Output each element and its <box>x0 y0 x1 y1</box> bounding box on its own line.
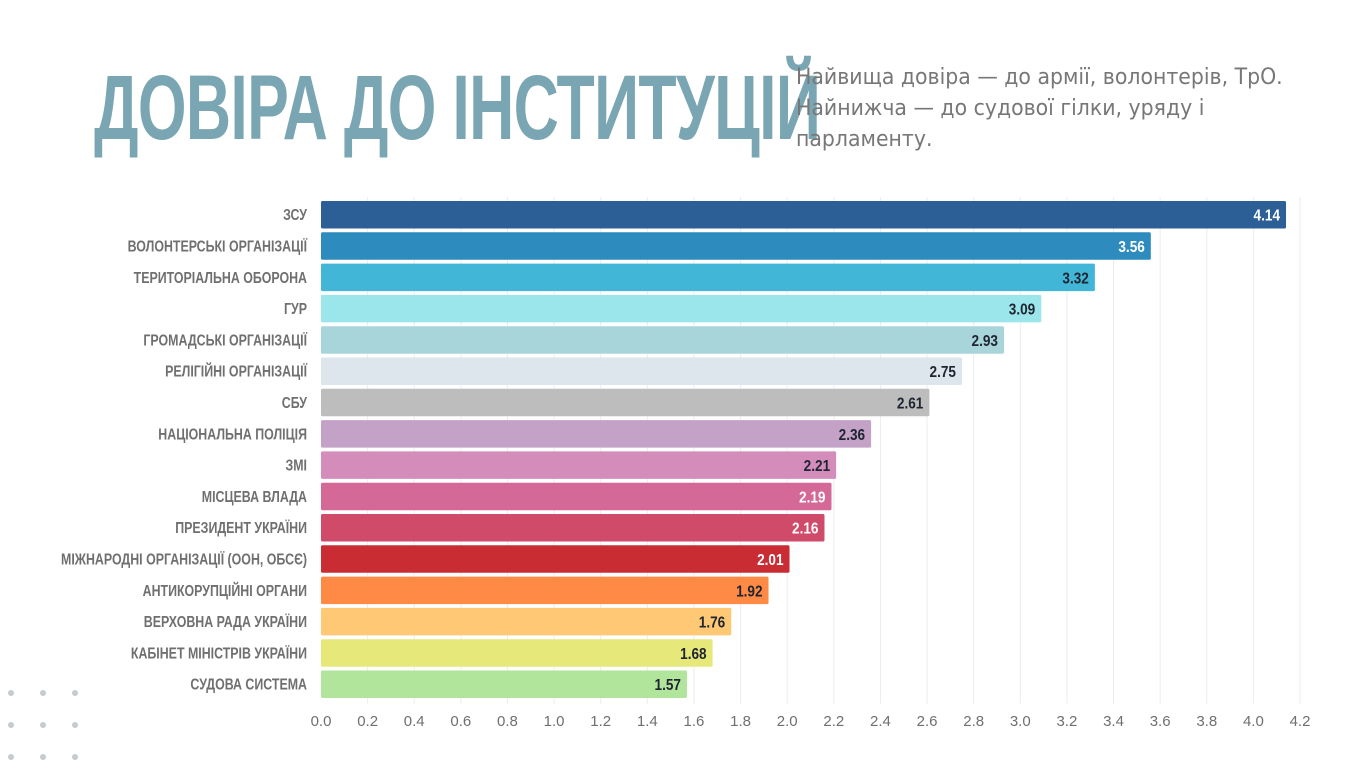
category-label: РЕЛІГІЙНІ ОРГАНІЗАЦІЇ <box>165 361 308 380</box>
x-tick-label: 1.8 <box>730 713 751 730</box>
subtitle-line: Найнижча — до судової гілки, уряду і <box>796 96 1205 121</box>
dot <box>40 690 46 696</box>
x-tick-label: 4.0 <box>1243 713 1264 730</box>
category-label: НАЦІОНАЛЬНА ПОЛІЦІЯ <box>158 425 307 443</box>
x-tick-label: 3.4 <box>1103 713 1124 730</box>
x-axis-ticks: 0.0 0.2 0.4 0.6 0.8 1.0 1.2 1.4 1.6 1.8 2.0 2.2 2.4 2… <box>311 713 1311 730</box>
bar <box>321 420 872 448</box>
x-tick-label: 1.4 <box>637 713 658 730</box>
value-label: 3.09 <box>1009 302 1035 319</box>
bar <box>321 388 930 417</box>
category-label: ТЕРИТОРІАЛЬНА ОБОРОНА <box>134 268 307 286</box>
value-label: 2.75 <box>930 364 956 381</box>
x-tick-label: 2.2 <box>823 713 844 730</box>
category-label: МІСЦЕВА ВЛАДА <box>202 488 307 506</box>
dot <box>8 690 14 696</box>
bar <box>321 670 687 698</box>
value-label: 1.57 <box>655 677 681 694</box>
category-label: ЗСУ <box>283 206 307 224</box>
dot <box>72 690 78 696</box>
category-label: ПРЕЗИДЕНТ УКРАЇНИ <box>175 519 307 537</box>
category-label: КАБІНЕТ МІНІСТРІВ УКРАЇНИ <box>131 644 307 662</box>
value-label: 2.61 <box>897 396 923 413</box>
x-tick-label: 3.6 <box>1150 713 1171 730</box>
category-label: ВОЛОНТЕРСЬКІ ОРГАНІЗАЦІЇ <box>128 237 308 255</box>
subtitle: Найвища довіра — до армії, волонтерів, Т… <box>796 62 1283 155</box>
bar <box>321 263 1095 292</box>
x-tick-label: 1.0 <box>544 713 565 730</box>
bar <box>321 514 825 542</box>
bar <box>321 294 1042 323</box>
value-label: 2.93 <box>972 333 998 350</box>
x-tick-label: 0.8 <box>497 713 518 730</box>
value-label: 2.21 <box>804 458 830 475</box>
dot <box>40 722 46 728</box>
category-labels: ЗСУ ВОЛОНТЕРСЬКІ ОРГАНІЗАЦІЇ ТЕРИТОРІАЛЬНА… <box>61 206 308 693</box>
value-label: 4.14 <box>1254 208 1281 225</box>
category-label: АНТИКОРУПЦІЙНІ ОРГАНИ <box>143 580 307 599</box>
page-title: ДОВІРА ДО ІНСТИТУЦІЙ <box>94 57 821 159</box>
bar <box>321 482 832 511</box>
x-tick-label: 2.8 <box>963 713 984 730</box>
value-label: 1.92 <box>736 583 762 600</box>
x-tick-label: 1.2 <box>590 713 611 730</box>
subtitle-line: Найвища довіра — до армії, волонтерів, Т… <box>796 65 1283 90</box>
value-label: 3.56 <box>1118 239 1144 256</box>
bar <box>321 232 1151 260</box>
dot <box>40 754 46 760</box>
bar <box>321 357 963 385</box>
dot-grid-icon <box>0 680 100 768</box>
bar <box>321 326 1004 354</box>
dot <box>8 754 14 760</box>
category-label: ЗМІ <box>285 456 307 474</box>
bar <box>321 639 713 667</box>
subtitle-line: парламенту. <box>796 127 933 152</box>
bar <box>321 607 732 636</box>
value-label: 2.19 <box>799 490 825 507</box>
bars <box>321 201 1287 698</box>
category-label: СБУ <box>282 394 307 412</box>
x-tick-label: 0.0 <box>311 713 332 730</box>
x-tick-label: 0.4 <box>404 713 425 730</box>
x-tick-label: 2.4 <box>870 713 891 730</box>
x-tick-label: 3.2 <box>1056 713 1077 730</box>
value-label: 2.16 <box>792 521 818 538</box>
x-tick-label: 2.0 <box>777 713 798 730</box>
value-label: 2.01 <box>757 552 783 569</box>
bar <box>321 201 1287 229</box>
value-label: 1.76 <box>699 615 725 632</box>
dot <box>72 722 78 728</box>
x-tick-label: 3.8 <box>1196 713 1217 730</box>
x-tick-label: 2.6 <box>917 713 938 730</box>
x-tick-label: 1.6 <box>684 713 705 730</box>
dot <box>72 754 78 760</box>
bar <box>321 576 769 605</box>
value-label: 3.32 <box>1062 270 1088 287</box>
value-labels: 4.14 3.56 3.32 3.09 2.93 2.75 2.61 2.36 2.21 2.19… <box>655 208 1281 695</box>
category-label: МІЖНАРОДНІ ОРГАНІЗАЦІЇ (ООН, ОБСЄ) <box>61 550 307 568</box>
category-label: СУДОВА СИСТЕМА <box>190 675 307 693</box>
value-label: 2.36 <box>839 427 865 444</box>
category-label: ГУР <box>284 300 307 318</box>
x-tick-label: 0.6 <box>450 713 471 730</box>
category-label: ГРОМАДСЬКІ ОРГАНІЗАЦІЇ <box>143 331 308 349</box>
dot <box>8 722 14 728</box>
x-tick-label: 4.2 <box>1290 713 1311 730</box>
x-tick-label: 3.0 <box>1010 713 1031 730</box>
x-tick-label: 0.2 <box>357 713 378 730</box>
bar <box>321 451 837 479</box>
bar <box>321 545 790 573</box>
value-label: 1.68 <box>680 646 706 663</box>
category-label: ВЕРХОВНА РАДА УКРАЇНИ <box>144 613 307 631</box>
